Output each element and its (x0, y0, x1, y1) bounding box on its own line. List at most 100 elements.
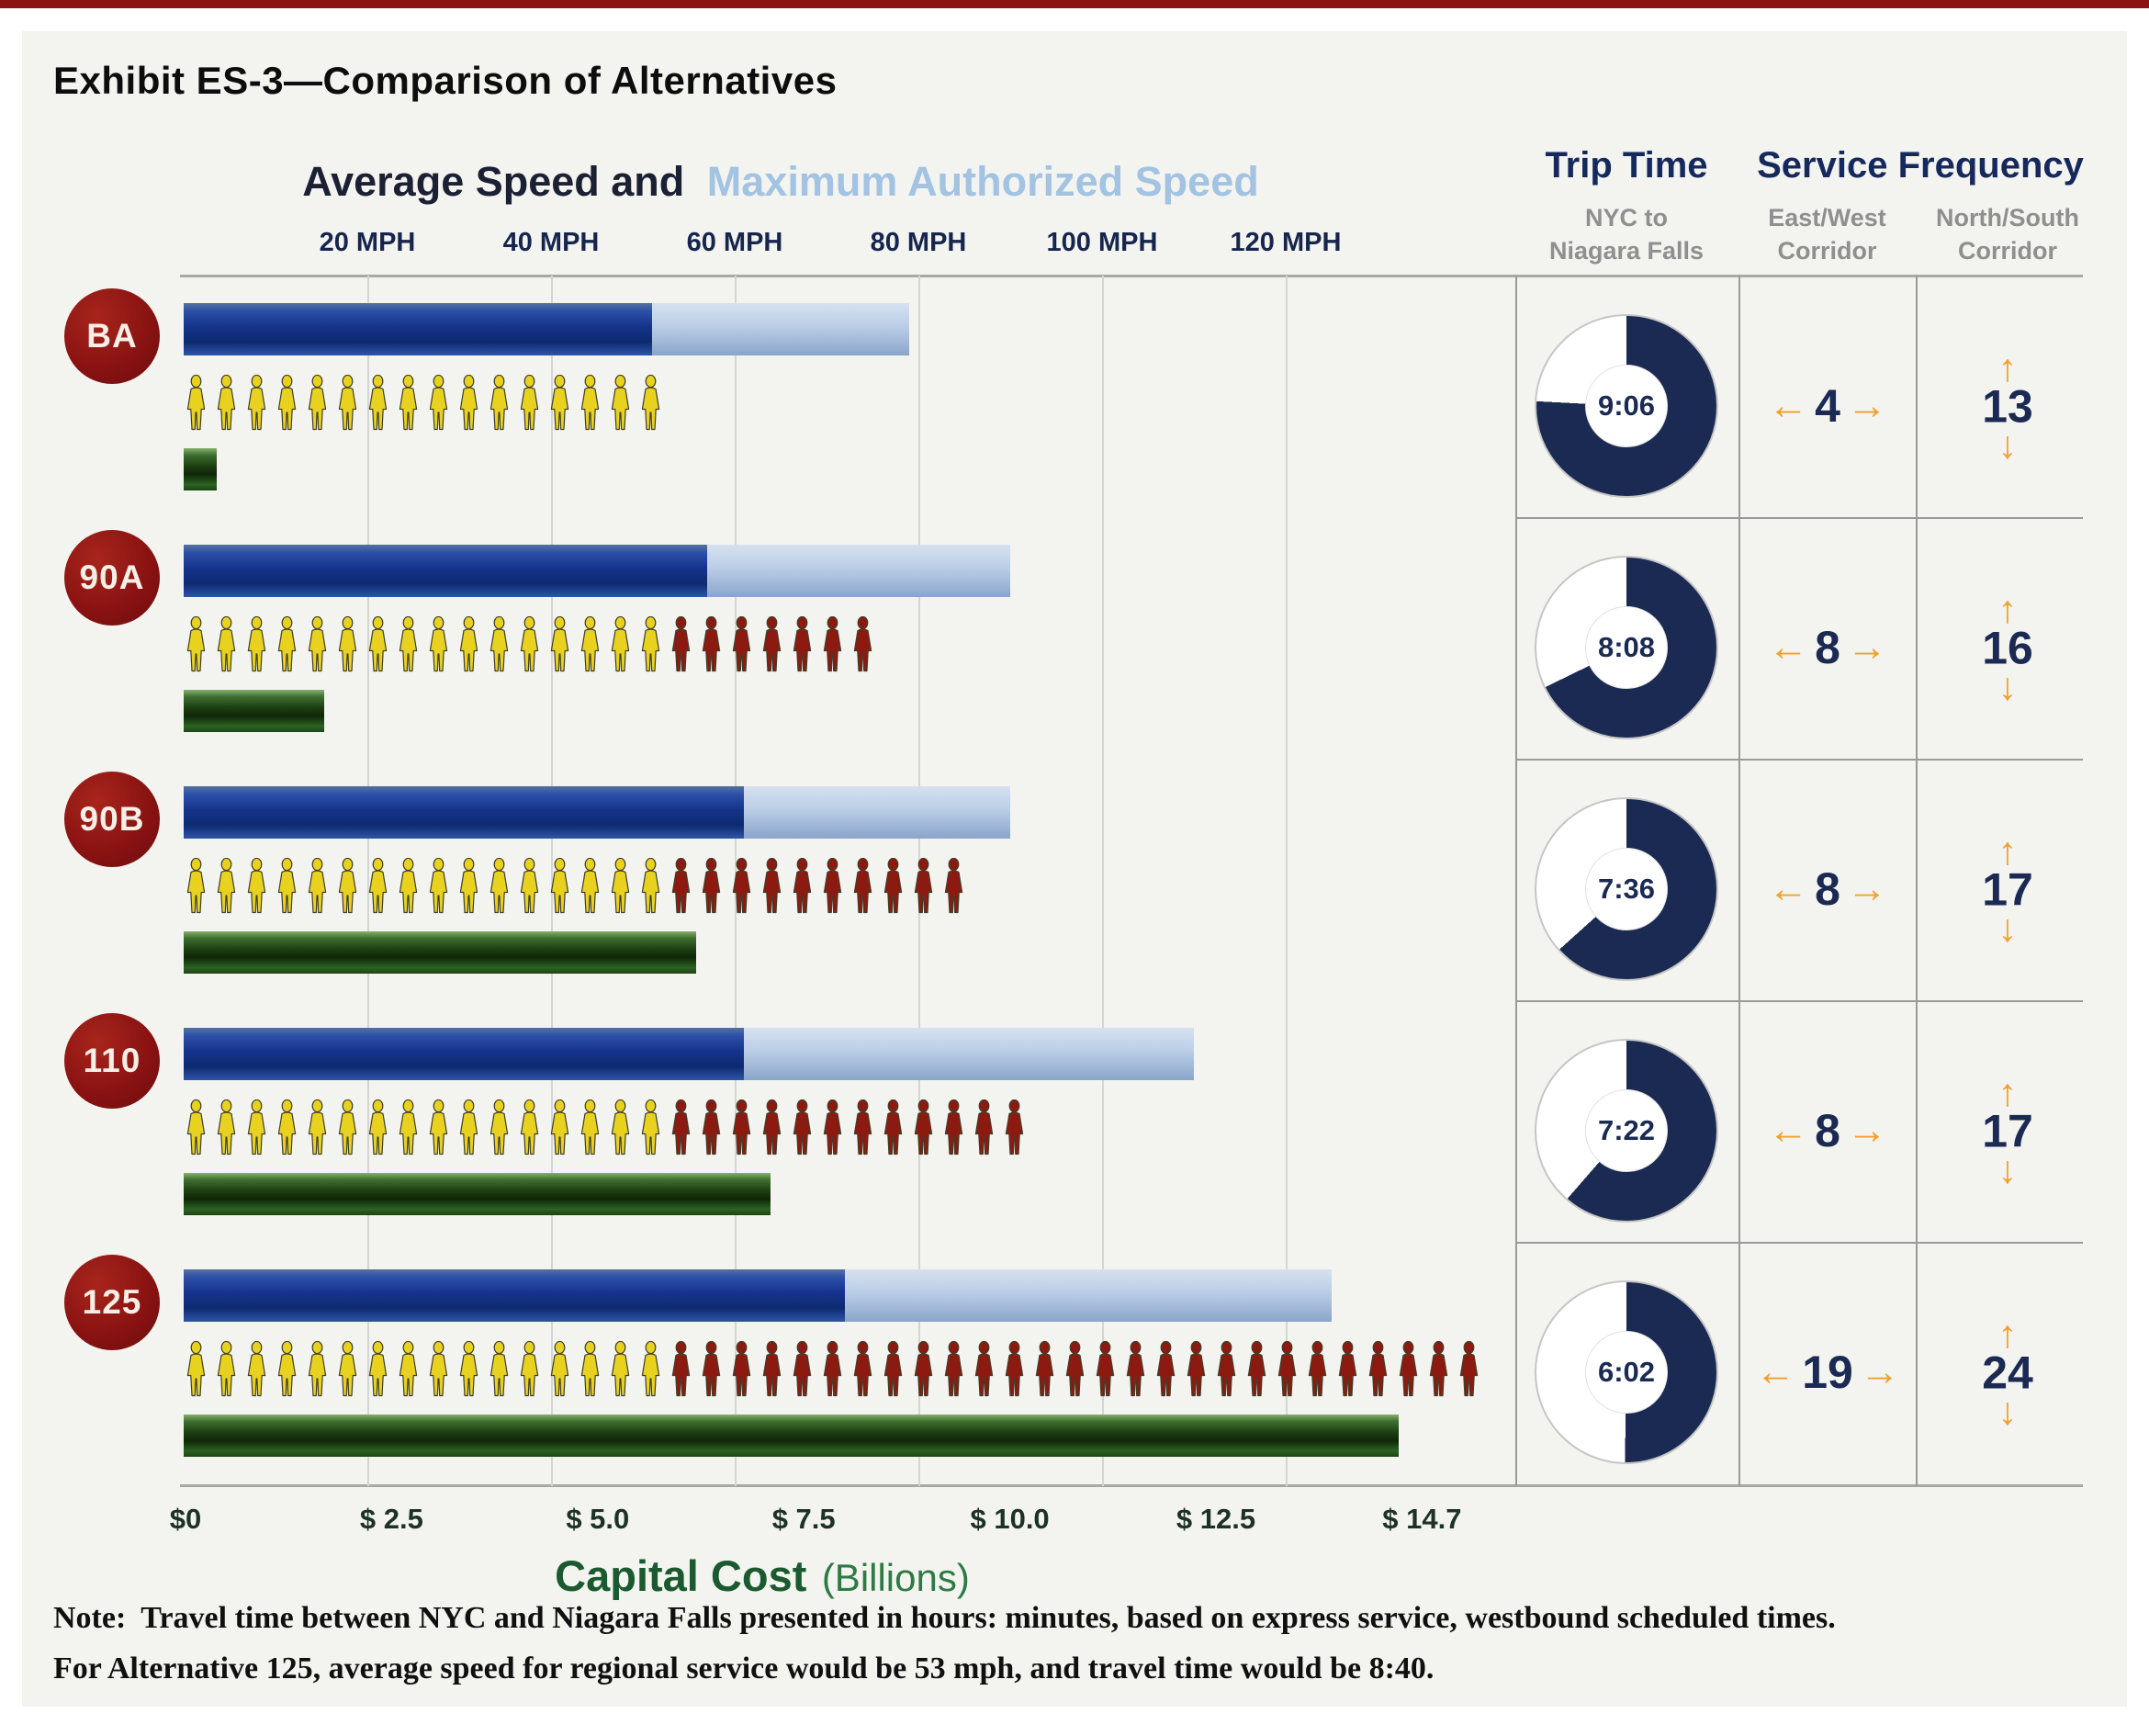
arrow-right-icon: → (1846, 625, 1887, 670)
person-icon-yellow (275, 616, 299, 673)
person-icon-red (699, 1341, 724, 1398)
person-icon-red (790, 1341, 815, 1398)
arrow-left-icon: ← (1755, 1349, 1796, 1394)
person-icon-yellow (547, 375, 572, 432)
person-icon-yellow (244, 616, 269, 673)
person-icon-yellow (214, 375, 239, 432)
person-icon-yellow (456, 1341, 481, 1398)
north-south-subtitle-line1: North/South (1936, 204, 2079, 231)
table-row-separator (1515, 517, 2083, 519)
person-icon-red (1153, 1341, 1178, 1398)
ridership-icon-row (184, 616, 881, 673)
frequency-east-west-value: 8 (1815, 1105, 1840, 1156)
frequency-east-west: ← 4 → (1761, 383, 1894, 429)
person-icon-red (759, 858, 784, 915)
person-icon-yellow (456, 858, 481, 915)
person-icon-yellow (275, 858, 299, 915)
alternative-badge: 110 (64, 1013, 160, 1109)
person-icon-yellow (578, 858, 602, 915)
speed-gridline (1286, 276, 1288, 1486)
max-authorized-speed-bar (652, 303, 909, 355)
person-icon-yellow (305, 375, 330, 432)
person-icon-red (972, 1099, 996, 1156)
arrow-down-icon: ↓ (1997, 906, 2018, 949)
person-icon-red (729, 1341, 754, 1398)
person-icon-red (669, 858, 693, 915)
person-icon-red (1275, 1341, 1300, 1398)
trip-time-value: 8:08 (1597, 631, 1656, 663)
person-icon-red (1426, 1341, 1451, 1398)
frequency-north-south-value: 16 (1982, 622, 2033, 673)
frequency-north-south-value: 24 (1982, 1347, 2033, 1398)
frequency-east-west: ← 8 → (1761, 866, 1894, 912)
person-icon-red (1032, 1341, 1057, 1398)
person-icon-yellow (547, 1099, 572, 1156)
person-icon-red (790, 1099, 815, 1156)
arrow-down-icon: ↓ (1997, 1389, 2018, 1432)
arrow-down-icon: ↓ (1997, 664, 2018, 707)
person-icon-red (881, 1341, 906, 1398)
person-icon-red (850, 858, 875, 915)
person-icon-yellow (638, 616, 663, 673)
frequency-north-south: ↑ 24 ↓ (1982, 1314, 2033, 1432)
arrow-right-icon: → (1846, 383, 1887, 428)
alternative-badge: 125 (64, 1255, 160, 1350)
person-icon-yellow (578, 375, 602, 432)
person-icon-red (941, 1099, 966, 1156)
person-icon-yellow (578, 1099, 602, 1156)
person-icon-yellow (638, 1099, 663, 1156)
frequency-north-south: ↑ 16 ↓ (1982, 587, 2033, 707)
arrow-left-icon: ← (1768, 383, 1809, 428)
frequency-north-south: ↑ 17 ↓ (1982, 1073, 2033, 1188)
table-divider-1 (1515, 276, 1517, 1486)
arrow-down-icon: ↓ (1997, 423, 2018, 466)
trip-time-donut: 7:36 (1535, 797, 1718, 981)
frequency-east-west: ← 8 → (1761, 625, 1894, 671)
trip-time-value: 7:36 (1597, 873, 1656, 905)
person-icon-yellow (547, 858, 572, 915)
person-icon-yellow (184, 858, 208, 915)
speed-gridline (1102, 276, 1104, 1486)
person-icon-red (1063, 1341, 1087, 1398)
capital-cost-bar (184, 1173, 771, 1215)
frequency-north-south-value: 13 (1982, 380, 2033, 432)
person-icon-yellow (517, 858, 542, 915)
trip-time-subtitle: NYC to Niagara Falls (1516, 202, 1737, 267)
person-icon-yellow (426, 616, 451, 673)
person-icon-yellow (366, 1099, 390, 1156)
cost-axis-label: $ 7.5 (771, 1503, 836, 1535)
person-icon-yellow (244, 1099, 269, 1156)
max-authorized-speed-bar (744, 1028, 1194, 1080)
average-speed-bar (184, 1269, 845, 1322)
person-icon-yellow (638, 1341, 663, 1398)
person-icon-yellow (396, 858, 421, 915)
arrow-up-icon: ↑ (1997, 587, 2018, 631)
note-line1-text: Travel time between NYC and Niagara Fall… (141, 1601, 1836, 1635)
header-axis-line (180, 275, 2083, 277)
person-icon-yellow (366, 1341, 390, 1398)
speed-axis-label: 120 MPH (1230, 228, 1342, 257)
note-text: Note: Travel time between NYC and Niagara… (53, 1593, 2110, 1694)
person-icon-yellow (638, 858, 663, 915)
person-icon-red (669, 616, 693, 673)
trip-time-value: 9:06 (1597, 389, 1656, 422)
service-frequency-column-title: Service Frequency (1757, 145, 2084, 186)
person-icon-red (850, 1341, 875, 1398)
person-icon-yellow (608, 858, 633, 915)
person-icon-yellow (305, 858, 330, 915)
arrow-left-icon: ← (1768, 866, 1809, 911)
person-icon-yellow (184, 1341, 208, 1398)
person-icon-red (1093, 1341, 1118, 1398)
person-icon-yellow (517, 616, 542, 673)
frequency-east-west-value: 19 (1802, 1347, 1853, 1398)
average-speed-bar (184, 545, 707, 597)
ridership-icon-row (184, 858, 972, 915)
person-icon-red (1305, 1341, 1330, 1398)
person-icon-red (820, 616, 845, 673)
chart-title-max-authorized-speed: Maximum Authorized Speed (706, 158, 1259, 205)
person-icon-red (699, 616, 724, 673)
person-icon-red (850, 616, 875, 673)
person-icon-yellow (244, 1341, 269, 1398)
trip-time-donut-hole: 7:22 (1585, 1089, 1668, 1172)
